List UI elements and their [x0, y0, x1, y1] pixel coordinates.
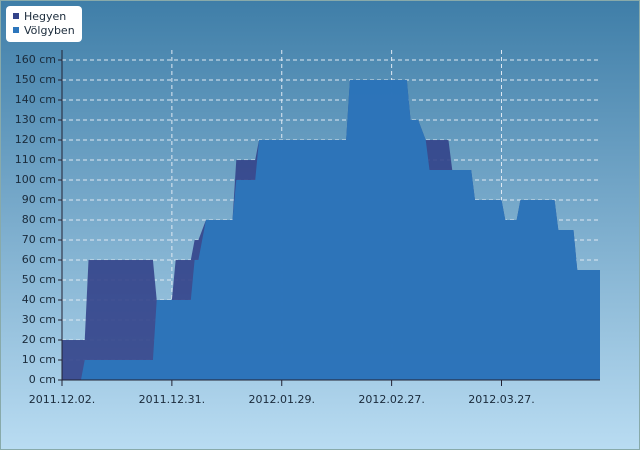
y-tick-label: 80 cm [22, 213, 56, 226]
area [62, 80, 600, 380]
y-tick-label: 50 cm [22, 273, 56, 286]
y-tick-label: 100 cm [15, 173, 56, 186]
legend-label: Hegyen [24, 10, 66, 23]
x-tick-label: 2012.02.27. [358, 393, 424, 406]
y-tick-label: 20 cm [22, 333, 56, 346]
y-tick-label: 120 cm [15, 133, 56, 146]
legend-swatch [13, 13, 19, 19]
y-tick-label: 30 cm [22, 313, 56, 326]
y-tick-label: 40 cm [22, 293, 56, 306]
y-tick-label: 160 cm [15, 53, 56, 66]
x-tick-label: 2012.01.29. [249, 393, 315, 406]
x-tick-label: 2012.03.27. [468, 393, 534, 406]
y-tick-label: 60 cm [22, 253, 56, 266]
y-tick-label: 70 cm [22, 233, 56, 246]
x-tick-label: 2011.12.02. [29, 393, 95, 406]
y-tick-label: 130 cm [15, 113, 56, 126]
y-tick-label: 150 cm [15, 73, 56, 86]
legend-label: Völgyben [24, 24, 75, 37]
y-tick-label: 90 cm [22, 193, 56, 206]
x-tick-label: 2011.12.31. [139, 393, 205, 406]
y-tick-label: 10 cm [22, 353, 56, 366]
y-tick-label: 110 cm [15, 153, 56, 166]
y-tick-label: 0 cm [29, 373, 56, 386]
y-tick-label: 140 cm [15, 93, 56, 106]
axes: 0 cm 10 cm 20 cm 30 cm 40 cm 50 cm 60 cm 70 cm 8… [15, 50, 600, 406]
legend-swatch [13, 27, 19, 33]
legend-box [6, 6, 82, 42]
areas [62, 80, 600, 380]
